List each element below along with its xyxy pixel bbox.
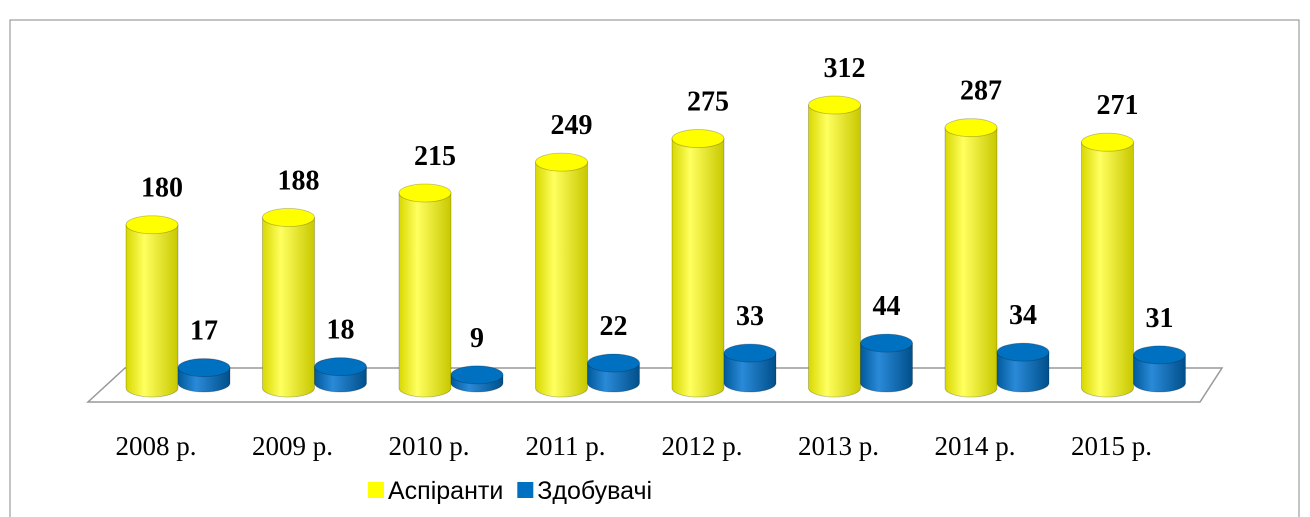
cylinder-top [944, 118, 998, 138]
cylinder-top [723, 343, 777, 363]
x-tick-label: 2009 р. [252, 431, 333, 461]
x-tick-label: 2008 р. [116, 431, 197, 461]
data-label: 271 [1097, 90, 1139, 121]
x-tick-label: 2015 р. [1071, 431, 1152, 461]
cylinder-top [1133, 345, 1186, 365]
cylinder-top [450, 365, 504, 385]
cylinder [1081, 141, 1134, 398]
cylinder [262, 217, 315, 398]
cylinder [671, 138, 725, 398]
cylinder [996, 351, 1050, 393]
data-label: 188 [278, 165, 320, 196]
legend-label: Аспіранти [388, 477, 503, 505]
data-label: 22 [600, 311, 628, 342]
x-tick-label: 2013 р. [798, 431, 879, 461]
cylinder-top [177, 358, 231, 377]
cylinder-top [398, 183, 452, 203]
cylinder [944, 127, 998, 398]
cylinder [398, 192, 452, 398]
data-label: 275 [687, 87, 729, 118]
cylinder-top [535, 152, 588, 172]
data-label: 33 [736, 301, 764, 332]
cylinder-top [262, 208, 315, 227]
x-tick-label: 2012 р. [662, 431, 743, 461]
x-tick-label: 2010 р. [389, 431, 470, 461]
data-label: 34 [1009, 300, 1037, 331]
data-label: 31 [1146, 303, 1174, 334]
legend-label: Здобувачі [537, 477, 652, 505]
legend-swatch [517, 482, 534, 498]
cylinder [723, 352, 777, 393]
cylinder [535, 161, 588, 398]
x-tick-label: 2014 р. [935, 431, 1016, 461]
cylinder-top [860, 333, 913, 353]
legend-swatch [368, 482, 384, 498]
data-label: 287 [960, 76, 1002, 107]
data-label: 312 [824, 53, 866, 84]
data-label: 180 [141, 173, 183, 204]
data-label: 215 [414, 141, 456, 172]
cylinder [808, 104, 861, 398]
cylinder-top [125, 215, 179, 235]
cylinder-top [808, 95, 861, 115]
cylinder-top [996, 342, 1050, 362]
data-label: 18 [327, 315, 355, 346]
data-label: 249 [551, 110, 593, 141]
x-tick-label: 2011 р. [526, 431, 606, 461]
floor [86, 367, 1224, 403]
data-label: 44 [873, 291, 901, 322]
cylinder-top [314, 357, 367, 377]
cylinder [860, 342, 913, 393]
cylinder [1133, 354, 1186, 393]
data-label: 9 [470, 323, 484, 354]
cylinder [125, 224, 179, 398]
cylinder-top [1081, 132, 1134, 152]
cylinder-top [587, 353, 640, 373]
data-label: 17 [190, 316, 218, 347]
cylinder-top [671, 129, 725, 148]
